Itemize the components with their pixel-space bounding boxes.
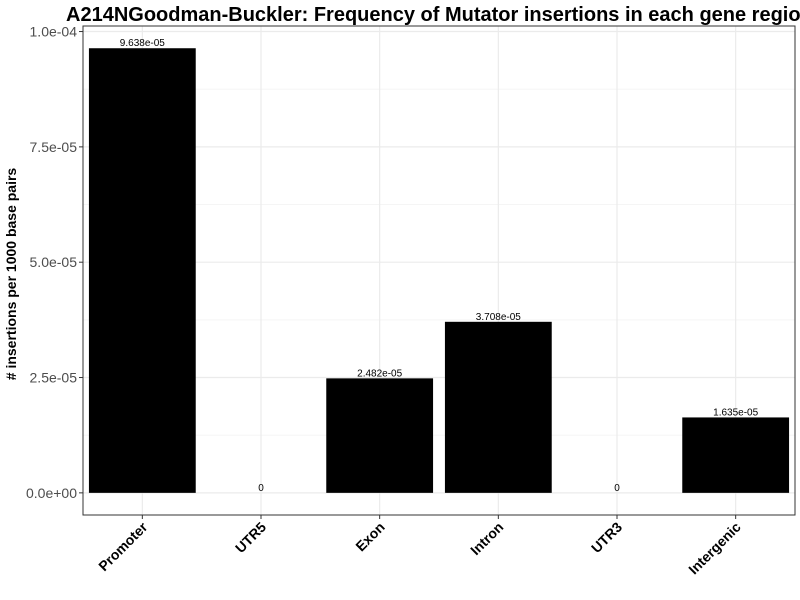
- x-tick-label: Intergenic: [685, 519, 744, 578]
- data-label: 1.635e-05: [713, 407, 758, 418]
- y-tick-label: 7.5e-05: [30, 139, 78, 155]
- bar-promoter: [88, 48, 196, 493]
- y-tick-label: 2.5e-05: [30, 370, 78, 386]
- data-labels: 9.638e-05 0 2.482e-05 3.708e-05 0 1.635e-05: [120, 38, 759, 494]
- data-label: 3.708e-05: [476, 312, 521, 323]
- y-axis-ticks: 0.0e+00 2.5e-05 5.0e-05 7.5e-05 1.0e-04: [26, 24, 83, 501]
- data-label: 0: [258, 483, 264, 494]
- bar-intron: [444, 321, 552, 493]
- data-label: 0: [614, 483, 620, 494]
- data-label: 9.638e-05: [120, 38, 165, 49]
- bar-intergenic: [682, 417, 790, 493]
- y-tick-label: 0.0e+00: [26, 485, 77, 501]
- y-axis-label: # insertions per 1000 base pairs: [3, 168, 19, 381]
- x-tick-label: Promoter: [95, 518, 151, 574]
- y-tick-label: 5.0e-05: [30, 254, 78, 270]
- chart-title: A214NGoodman-Buckler: Frequency of Mutat…: [66, 4, 800, 26]
- x-tick-label: Intron: [467, 519, 506, 558]
- y-tick-label: 1.0e-04: [30, 24, 78, 40]
- x-tick-label: UTR3: [588, 519, 625, 556]
- x-tick-label: UTR5: [232, 519, 269, 556]
- x-axis-ticks: Promoter UTR5 Exon Intron UTR3 Intergenic: [95, 515, 744, 577]
- bars: [88, 48, 790, 493]
- bar-exon: [326, 378, 434, 493]
- x-tick-label: Exon: [352, 519, 388, 555]
- panel-border: [82, 25, 796, 516]
- data-label: 2.482e-05: [357, 368, 402, 379]
